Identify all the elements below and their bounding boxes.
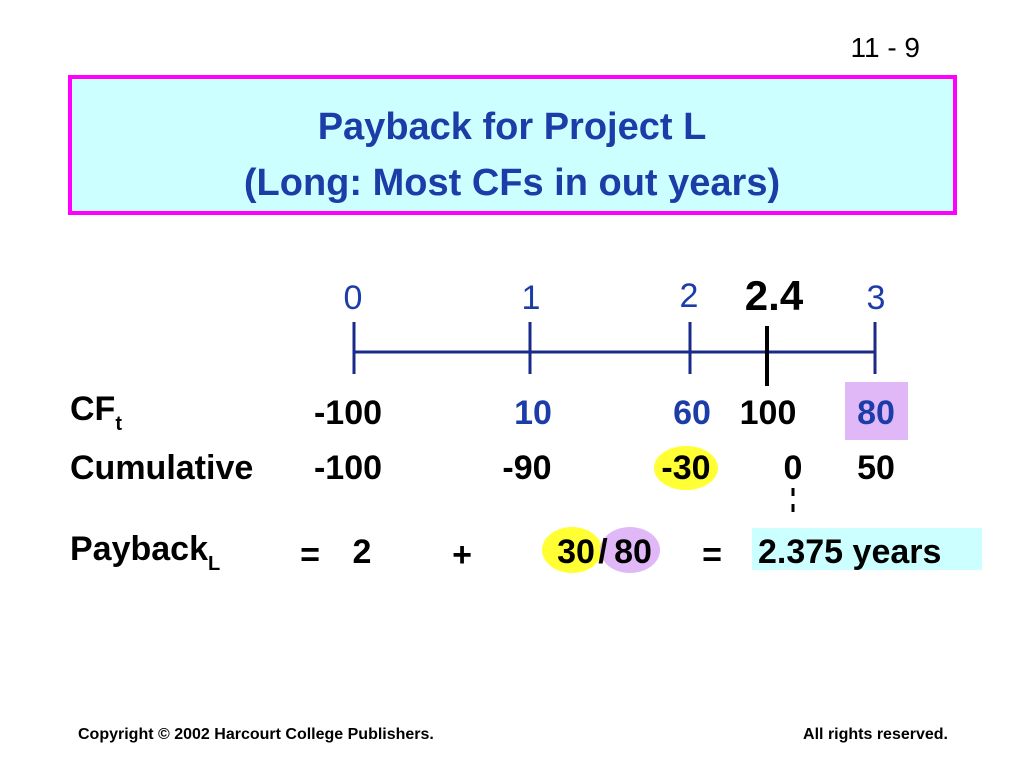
footer-text: All rights reserved. bbox=[803, 726, 948, 743]
cumulative-value: -90 bbox=[502, 449, 552, 487]
operator: = bbox=[300, 536, 320, 574]
cf-value: -100 bbox=[313, 394, 383, 432]
value: 30 bbox=[557, 533, 595, 571]
title-box bbox=[68, 75, 957, 215]
operator: + bbox=[452, 536, 472, 574]
row-label: Cumulative bbox=[70, 449, 254, 487]
period-label: 0 bbox=[343, 279, 363, 317]
period-label: 1 bbox=[521, 279, 541, 317]
cumulative-value: -100 bbox=[313, 449, 383, 487]
cf-value: 10 bbox=[514, 394, 552, 432]
row-label-text: CF bbox=[70, 390, 116, 428]
row-label: CFt bbox=[70, 392, 122, 434]
operator: = bbox=[702, 536, 722, 574]
period-label: 2 bbox=[679, 277, 699, 315]
subscript: t bbox=[115, 413, 122, 435]
cf-value: 100 bbox=[739, 394, 797, 432]
row-label: PaybackL bbox=[70, 532, 220, 574]
title-line: (Long: Most CFs in out years) bbox=[243, 162, 781, 204]
title-line: Payback for Project L bbox=[317, 106, 707, 148]
cumulative-value: 50 bbox=[857, 449, 895, 487]
cf-value: 80 bbox=[857, 394, 895, 432]
cumulative-value: 0 bbox=[783, 449, 803, 487]
period-label: 2.4 bbox=[744, 272, 804, 319]
highlight bbox=[600, 527, 660, 573]
result-box bbox=[752, 528, 982, 570]
cf-value: 60 bbox=[673, 394, 711, 432]
row-label-text: Payback bbox=[70, 530, 208, 568]
highlight bbox=[845, 382, 908, 440]
footer-text: Copyright © 2002 Harcourt College Publis… bbox=[78, 726, 434, 743]
value: 2 bbox=[352, 533, 372, 571]
value: 80 bbox=[614, 533, 652, 571]
page-number: 11 - 9 bbox=[850, 32, 920, 63]
subscript: L bbox=[208, 553, 221, 575]
highlight bbox=[654, 446, 718, 490]
operator: / bbox=[598, 533, 608, 571]
result: 2.375 years bbox=[758, 533, 942, 571]
highlight bbox=[542, 527, 602, 573]
period-label: 3 bbox=[866, 279, 886, 317]
cumulative-value: -30 bbox=[661, 449, 711, 487]
